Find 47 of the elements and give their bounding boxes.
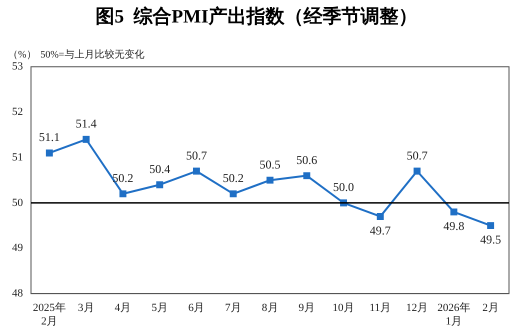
point (414, 168, 421, 175)
x-tick-label: 11月 (370, 302, 392, 314)
data-label: 50.7 (406, 148, 428, 162)
data-label: 51.4 (76, 116, 97, 131)
x-tick-label: 2025年 2月 (32, 302, 66, 328)
data-label: 50.0 (333, 180, 354, 194)
y-tick-label: 51 (12, 151, 23, 164)
point (156, 181, 164, 188)
y-axis-title: （%） (8, 50, 36, 61)
point (82, 136, 90, 143)
data-label: 50.2 (222, 170, 244, 185)
point (303, 172, 310, 180)
x-tick-label: 2月 (482, 302, 499, 314)
data-label: 50.7 (186, 148, 207, 162)
x-tick-label: 10月 (332, 302, 355, 314)
x-tick-label: 6月 (188, 302, 205, 314)
chart-title: 图5 综合PMI产出指数（经季节调整） (96, 5, 418, 28)
data-label: 49.5 (480, 232, 502, 247)
y-tick-label: 53 (12, 60, 24, 73)
point (230, 190, 237, 198)
x-tick-label: 4月 (114, 302, 132, 314)
point (487, 222, 494, 230)
data-label: 50.5 (260, 157, 280, 172)
data-label: 51.1 (38, 130, 60, 144)
data-label: 50.4 (149, 162, 170, 176)
data-label: 50.2 (112, 170, 134, 185)
x-tick-label: 8月 (262, 302, 278, 314)
point (119, 190, 126, 198)
point (46, 150, 53, 156)
x-tick-label: 12月 (406, 302, 428, 314)
x-tick-label: 3月 (78, 302, 94, 314)
data-label: 49.7 (370, 224, 391, 238)
point (192, 168, 200, 175)
data-label: 49.8 (443, 219, 464, 234)
point (376, 213, 384, 220)
y-tick-label: 50 (12, 196, 24, 209)
x-tick-label: 9月 (298, 302, 316, 314)
data-label: 50.6 (296, 152, 318, 167)
x-tick-label: 7月 (224, 302, 242, 314)
point (266, 176, 274, 184)
y-tick-label: 48 (12, 287, 24, 300)
y-tick-label: 52 (12, 106, 23, 118)
x-tick-label: 5月 (151, 302, 168, 314)
y-tick-label: 49 (12, 242, 24, 254)
text: 50%=与上月比较无变化 (40, 48, 144, 61)
x-tick-label: 2026年 1月 (437, 302, 470, 328)
point (450, 208, 458, 216)
